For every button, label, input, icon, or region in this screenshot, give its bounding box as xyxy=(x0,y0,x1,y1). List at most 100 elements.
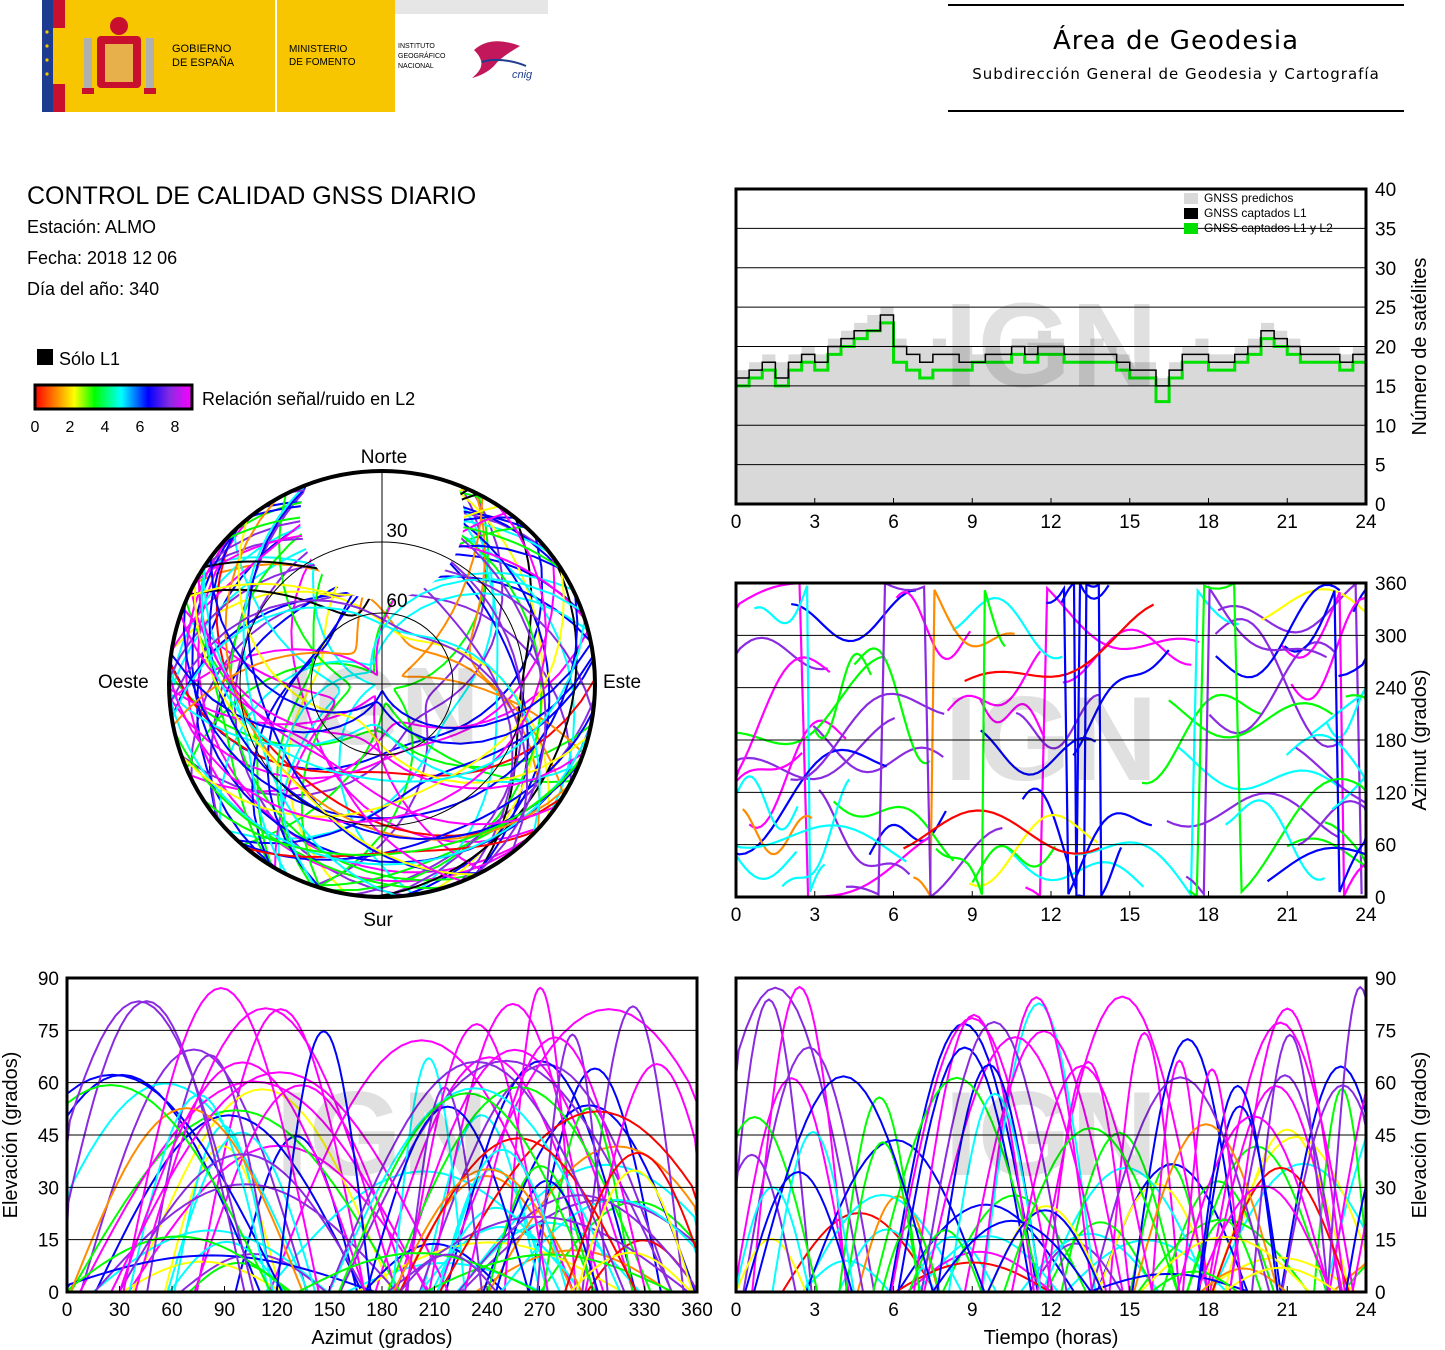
y-tick-label: 90 xyxy=(1375,969,1396,990)
elevation-track xyxy=(890,1016,1054,1293)
ign-watermark: IGN xyxy=(944,672,1157,806)
sky-track xyxy=(190,589,585,790)
azimuth-track xyxy=(1285,733,1368,814)
elevation-track xyxy=(986,1209,1104,1293)
elevation-track xyxy=(1002,1127,1179,1293)
y-tick-label: 0 xyxy=(1375,888,1386,909)
ign-watermark: IGN xyxy=(275,1067,488,1201)
y-tick-label: 35 xyxy=(1375,219,1396,240)
elevation-track xyxy=(69,1109,402,1293)
eu-flag-stripe xyxy=(42,0,53,112)
skyplot-west-label: Oeste xyxy=(98,672,149,693)
azimuth-track xyxy=(754,585,826,893)
min-line1: MINISTERIO xyxy=(289,44,348,55)
elevation-track xyxy=(1028,1242,1123,1293)
elevation-track xyxy=(1186,1218,1263,1293)
elevation-track xyxy=(744,1170,853,1293)
elevation-track xyxy=(463,1036,647,1293)
sky-track xyxy=(475,517,533,876)
snr-tick: 6 xyxy=(136,419,145,436)
azimuth-track xyxy=(1283,590,1368,893)
elevation-track xyxy=(908,1229,983,1293)
elevation-track xyxy=(66,1000,246,1293)
coat-of-arms-icon xyxy=(82,17,156,94)
azimuth-track xyxy=(1062,628,1192,684)
elevation-track xyxy=(79,1080,428,1293)
snr-tick: 4 xyxy=(101,419,110,436)
x-tick-label: 3 xyxy=(809,512,820,533)
snr-tick: 0 xyxy=(31,419,40,436)
elevation-track xyxy=(503,986,577,1293)
legend-entry: GNSS captados L1 xyxy=(1204,206,1307,220)
sky-track xyxy=(181,568,565,818)
y-tick-label: 0 xyxy=(1375,495,1386,516)
x-tick-label: 9 xyxy=(967,1300,978,1321)
elevation-azimuth-chart: IGN 0 30 60 90 120 150 180 210 240 270 300 330 360 0 15… xyxy=(0,969,713,1349)
x-tick-label: 6 xyxy=(888,512,899,533)
elevation-track xyxy=(1181,1068,1242,1293)
elevation-track xyxy=(1090,1076,1271,1293)
elevation-track xyxy=(1351,1017,1367,1293)
azimuth-track xyxy=(964,603,1155,683)
elevation-track xyxy=(872,1076,1042,1293)
x-tick-label: 24 xyxy=(1355,1300,1377,1321)
elevation-track xyxy=(486,1165,595,1293)
y-tick-label: 30 xyxy=(1375,259,1396,280)
x-tick-label: 24 xyxy=(1355,512,1377,533)
elevation-track xyxy=(1097,1183,1217,1293)
x-tick-label: 3 xyxy=(809,905,820,926)
elevation-track xyxy=(1150,1059,1208,1293)
elevation-track xyxy=(894,1261,1051,1293)
station-label: Estación: ALMO xyxy=(27,217,157,237)
x-tick-label: 300 xyxy=(576,1300,608,1321)
x-tick-label: 120 xyxy=(261,1300,293,1321)
sky-track xyxy=(242,484,399,897)
date-label: Fecha: 2018 12 06 xyxy=(27,248,178,268)
azimuth-track xyxy=(1188,581,1367,899)
elevation-track xyxy=(751,985,848,1293)
x-tick-label: 30 xyxy=(109,1300,130,1321)
area-geodesia-header: Área de Geodesia Subdirección General de… xyxy=(948,4,1404,112)
clip-mask xyxy=(734,898,1368,932)
flag-yellow xyxy=(53,28,65,84)
x-tick-label: 21 xyxy=(1277,512,1298,533)
inst-line3: NACIONAL xyxy=(398,63,434,70)
elevation-track xyxy=(1108,1031,1181,1293)
inst-line1: INSTITUTO xyxy=(398,43,435,50)
sky-track xyxy=(179,614,463,883)
x-tick-label: 15 xyxy=(1119,1300,1140,1321)
elevation-track xyxy=(66,1254,376,1293)
x-tick-label: 0 xyxy=(62,1300,73,1321)
azimuth-track xyxy=(1185,584,1327,898)
x-tick-label: 210 xyxy=(419,1300,451,1321)
azimuth-track xyxy=(1025,585,1200,898)
elevation-track xyxy=(1010,1064,1154,1293)
sky-track xyxy=(237,519,590,784)
cnig-logo-icon: cnig xyxy=(472,41,533,81)
y-tick-label: 10 xyxy=(1375,416,1396,437)
azimuth-track xyxy=(734,655,886,746)
elevation-track xyxy=(391,1057,466,1293)
x-tick-label: 240 xyxy=(471,1300,503,1321)
elevation-track xyxy=(392,1168,583,1293)
azimuth-track xyxy=(1224,799,1325,881)
x-tick-label: 150 xyxy=(314,1300,346,1321)
elevation-track xyxy=(802,1259,891,1293)
elevation-track xyxy=(1201,1256,1357,1293)
elevation-track xyxy=(1131,1037,1244,1293)
elevation-track xyxy=(844,1141,921,1293)
sky-track xyxy=(232,531,341,872)
elevation-track xyxy=(931,1219,1093,1293)
y-tick-label: 0 xyxy=(1375,1283,1386,1304)
x-axis-label: Tiempo (horas) xyxy=(984,1327,1119,1349)
x-tick-label: 0 xyxy=(731,905,742,926)
elevation-track xyxy=(735,1237,807,1293)
elevation-track xyxy=(805,1138,986,1293)
y-tick-label: 180 xyxy=(1375,731,1407,752)
y-tick-label: 75 xyxy=(38,1021,59,1042)
azimuth-track xyxy=(1326,683,1368,739)
